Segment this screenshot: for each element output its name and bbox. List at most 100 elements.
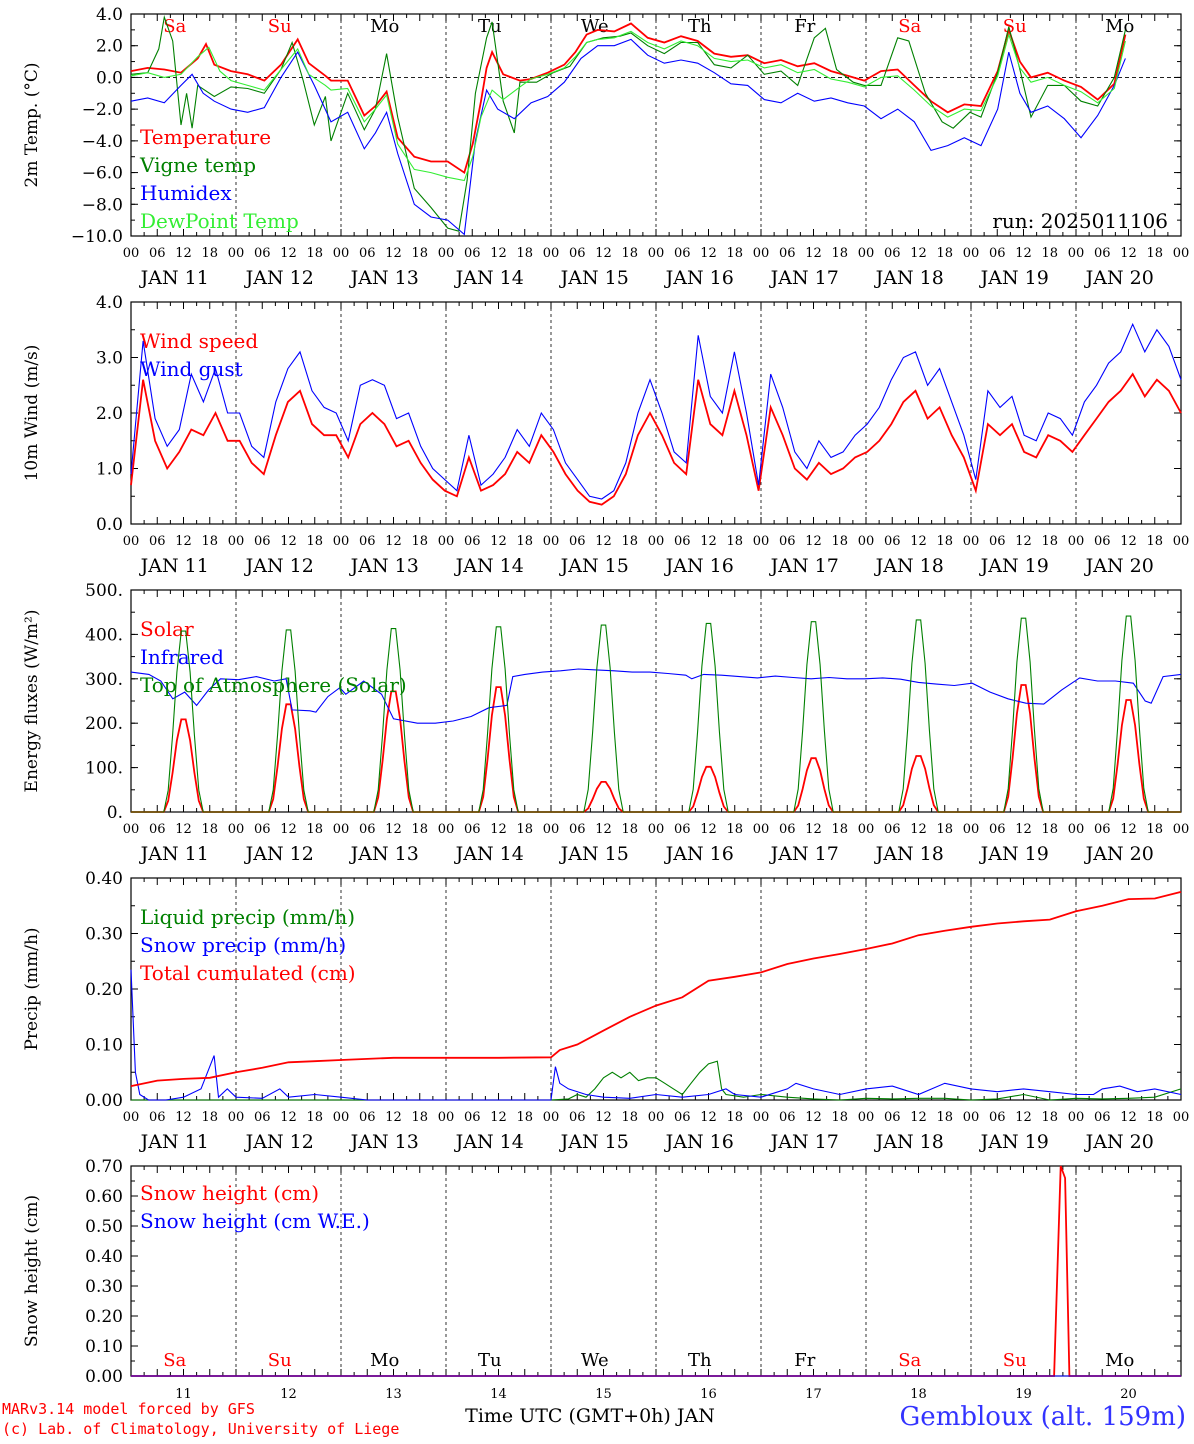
weekday-label: Su	[268, 1350, 292, 1371]
hour-tick-label: 00	[543, 1110, 560, 1125]
series-line	[130, 969, 1182, 1101]
hour-tick-label: 00	[963, 1110, 980, 1125]
hour-tick-label: 18	[1146, 534, 1163, 549]
y-tick-label: −4.0	[82, 132, 123, 152]
day-number-label: 14	[490, 1387, 507, 1402]
hour-tick-label: 06	[674, 246, 691, 261]
hour-tick-label: 06	[1094, 1110, 1111, 1125]
day-label: JAN 12	[244, 555, 314, 577]
hour-tick-label: 18	[936, 534, 953, 549]
weekday-label: Mo	[370, 16, 399, 37]
hour-tick-label: 12	[805, 1110, 822, 1125]
y-tick-label: 300.	[85, 670, 123, 690]
hour-tick-label: 18	[936, 822, 953, 837]
weekday-label: Th	[688, 16, 712, 37]
hour-tick-label: 00	[228, 1110, 245, 1125]
hour-tick-label: 00	[438, 534, 455, 549]
hour-tick-label: 18	[516, 534, 533, 549]
day-label: JAN 11	[139, 267, 209, 289]
hour-tick-label: 12	[910, 246, 927, 261]
weekday-label: Sa	[898, 16, 921, 37]
hour-tick-label: 18	[306, 534, 323, 549]
hour-tick-label: 06	[569, 246, 586, 261]
weekday-label: We	[581, 16, 609, 37]
y-tick-label: 0.40	[85, 1247, 123, 1267]
hour-tick-label: 06	[149, 1110, 166, 1125]
legend-label: Snow precip (mm/h)	[140, 933, 346, 957]
hour-tick-label: 12	[805, 822, 822, 837]
hour-tick-label: 00	[648, 246, 665, 261]
hour-tick-label: 00	[543, 246, 560, 261]
day-number-label: 19	[1015, 1387, 1032, 1402]
day-label: JAN 11	[139, 843, 209, 865]
day-label: JAN 18	[874, 1131, 944, 1153]
hour-tick-label: 06	[464, 246, 481, 261]
y-tick-label: 100.	[85, 759, 123, 779]
hour-tick-label: 18	[1146, 246, 1163, 261]
hour-tick-label: 00	[648, 534, 665, 549]
weekday-label: Su	[1003, 16, 1027, 37]
hour-tick-label: 12	[280, 534, 297, 549]
y-tick-label: 0.50	[85, 1217, 123, 1237]
hour-tick-label: 12	[910, 534, 927, 549]
hour-tick-label: 00	[438, 822, 455, 837]
hour-tick-label: 12	[280, 822, 297, 837]
hour-tick-label: 00	[1068, 1110, 1085, 1125]
day-label: JAN 18	[874, 555, 944, 577]
day-number-label: 11	[175, 1387, 192, 1402]
day-label: JAN 20	[1084, 843, 1154, 865]
y-axis-label: Precip (mm/h)	[22, 927, 42, 1050]
legend-label: Wind gust	[140, 357, 243, 381]
weekday-label: Fr	[794, 16, 815, 37]
hour-tick-label: 06	[149, 822, 166, 837]
hour-tick-label: 18	[306, 246, 323, 261]
day-label: JAN 11	[139, 1131, 209, 1153]
weekday-label: Sa	[163, 16, 186, 37]
day-label: JAN 20	[1084, 267, 1154, 289]
hour-tick-label: 00	[858, 246, 875, 261]
day-number-label: 18	[910, 1387, 927, 1402]
day-label: JAN 19	[979, 843, 1049, 865]
hour-tick-label: 18	[1041, 246, 1058, 261]
legend-label: DewPoint Temp	[140, 209, 299, 233]
hour-tick-label: 06	[779, 822, 796, 837]
hour-tick-label: 00	[543, 534, 560, 549]
hour-tick-label: 00	[123, 534, 140, 549]
y-tick-label: 3.0	[96, 349, 123, 369]
y-tick-label: 4.0	[96, 293, 123, 313]
hour-tick-label: 06	[254, 822, 271, 837]
hour-tick-label: 18	[831, 246, 848, 261]
hour-tick-label: 00	[648, 822, 665, 837]
hour-tick-label: 00	[753, 1110, 770, 1125]
y-tick-label: 0.10	[85, 1337, 123, 1357]
hour-tick-label: 12	[700, 534, 717, 549]
hour-tick-label: 00	[543, 822, 560, 837]
hour-tick-label: 00	[1173, 246, 1190, 261]
hour-tick-label: 18	[516, 1110, 533, 1125]
day-number-label: 15	[595, 1387, 612, 1402]
y-tick-label: 0.0	[96, 515, 123, 535]
weekday-label: Tu	[478, 1350, 502, 1371]
hour-tick-label: 00	[1173, 1110, 1190, 1125]
day-label: JAN 18	[874, 843, 944, 865]
hour-tick-label: 06	[989, 822, 1006, 837]
hour-tick-label: 00	[1068, 534, 1085, 549]
hour-tick-label: 12	[1120, 246, 1137, 261]
day-number-label: 13	[385, 1387, 402, 1402]
weekday-label: Su	[1003, 1350, 1027, 1371]
hour-tick-label: 12	[1015, 1110, 1032, 1125]
hour-tick-label: 06	[569, 1110, 586, 1125]
hour-tick-label: 18	[306, 822, 323, 837]
y-tick-label: 0.	[107, 803, 123, 823]
weekday-label: Sa	[898, 1350, 921, 1371]
hour-tick-label: 18	[726, 534, 743, 549]
hour-tick-label: 06	[254, 1110, 271, 1125]
hour-tick-label: 00	[753, 534, 770, 549]
y-tick-label: 1.0	[96, 460, 123, 480]
y-tick-label: −10.0	[71, 227, 123, 247]
hour-tick-label: 12	[805, 534, 822, 549]
hour-tick-label: 06	[149, 246, 166, 261]
y-tick-label: 0.40	[85, 869, 123, 889]
weekday-label: Mo	[370, 1350, 399, 1371]
